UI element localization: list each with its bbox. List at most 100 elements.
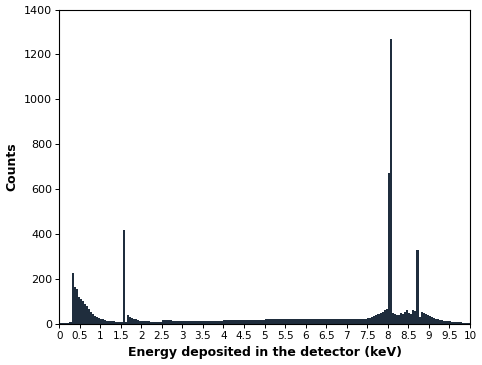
Bar: [338, 319, 340, 324]
X-axis label: Energy deposited in the detector (keV): Energy deposited in the detector (keV): [128, 346, 402, 360]
Bar: [188, 321, 190, 324]
Bar: [382, 312, 384, 324]
Bar: [80, 299, 82, 324]
Bar: [115, 322, 117, 324]
Bar: [168, 320, 170, 324]
Bar: [363, 319, 365, 324]
Bar: [425, 314, 427, 324]
Bar: [441, 320, 443, 324]
Bar: [283, 319, 285, 324]
Bar: [209, 321, 211, 324]
Bar: [277, 319, 279, 324]
Bar: [388, 173, 390, 324]
Bar: [328, 319, 330, 324]
Bar: [252, 320, 254, 324]
Bar: [345, 319, 347, 324]
Bar: [423, 313, 425, 324]
Bar: [287, 319, 289, 324]
Bar: [295, 319, 297, 324]
Bar: [359, 319, 361, 324]
Bar: [100, 319, 102, 324]
Bar: [413, 310, 415, 324]
Bar: [457, 322, 460, 324]
Bar: [304, 319, 306, 324]
Bar: [361, 319, 363, 324]
Bar: [466, 323, 468, 324]
Bar: [190, 321, 193, 324]
Bar: [281, 319, 283, 324]
Bar: [229, 320, 232, 324]
Bar: [306, 319, 308, 324]
Bar: [108, 321, 110, 324]
Bar: [74, 287, 76, 324]
Bar: [335, 319, 336, 324]
Bar: [400, 313, 402, 324]
Bar: [320, 319, 322, 324]
Bar: [365, 319, 367, 324]
Bar: [404, 312, 406, 324]
Bar: [221, 320, 224, 324]
Bar: [205, 321, 207, 324]
Bar: [326, 319, 328, 324]
Bar: [244, 320, 246, 324]
Bar: [299, 319, 302, 324]
Bar: [351, 319, 353, 324]
Bar: [71, 273, 74, 324]
Bar: [67, 323, 69, 324]
Bar: [421, 312, 423, 324]
Bar: [166, 320, 168, 324]
Bar: [154, 322, 156, 324]
Bar: [447, 321, 449, 324]
Y-axis label: Counts: Counts: [6, 142, 18, 191]
Bar: [185, 321, 187, 324]
Bar: [455, 322, 457, 324]
Bar: [193, 321, 195, 324]
Bar: [355, 319, 357, 324]
Bar: [410, 314, 413, 324]
Bar: [398, 315, 400, 324]
Bar: [435, 319, 437, 324]
Bar: [63, 323, 66, 324]
Bar: [254, 320, 256, 324]
Bar: [416, 250, 418, 324]
Bar: [377, 314, 379, 324]
Bar: [258, 320, 260, 324]
Bar: [242, 320, 244, 324]
Bar: [176, 321, 178, 324]
Bar: [384, 310, 386, 324]
Bar: [178, 321, 180, 324]
Bar: [268, 319, 271, 324]
Bar: [322, 319, 324, 324]
Bar: [121, 322, 123, 324]
Bar: [462, 323, 464, 324]
Bar: [84, 304, 86, 324]
Bar: [437, 319, 439, 324]
Bar: [431, 317, 433, 324]
Bar: [464, 323, 466, 324]
Bar: [170, 320, 172, 324]
Bar: [256, 320, 258, 324]
Bar: [123, 230, 125, 324]
Bar: [113, 322, 115, 324]
Bar: [207, 321, 209, 324]
Bar: [66, 323, 67, 324]
Bar: [392, 313, 394, 324]
Bar: [182, 321, 185, 324]
Bar: [248, 320, 250, 324]
Bar: [348, 319, 351, 324]
Bar: [156, 322, 158, 324]
Bar: [468, 323, 470, 324]
Bar: [135, 319, 137, 324]
Bar: [279, 319, 281, 324]
Bar: [187, 321, 188, 324]
Bar: [332, 319, 335, 324]
Bar: [211, 321, 213, 324]
Bar: [143, 321, 146, 324]
Bar: [263, 320, 265, 324]
Bar: [217, 320, 219, 324]
Bar: [371, 317, 374, 324]
Bar: [340, 319, 343, 324]
Bar: [353, 319, 355, 324]
Bar: [149, 322, 151, 324]
Bar: [139, 321, 141, 324]
